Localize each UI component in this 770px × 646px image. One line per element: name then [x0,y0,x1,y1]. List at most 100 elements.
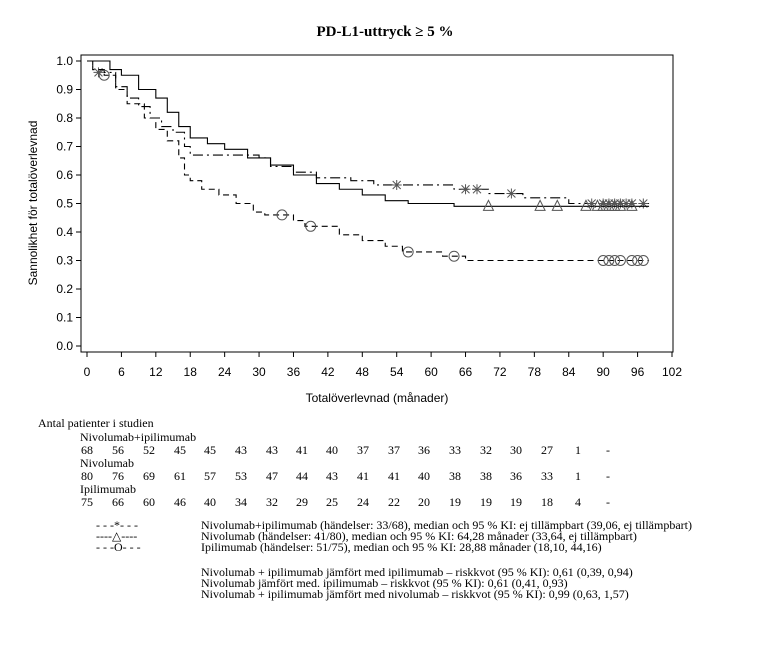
risk-count: 66 [112,495,124,509]
risk-count: 37 [357,443,369,457]
risk-count: 44 [296,469,308,483]
series-line-ipilimumab [87,60,650,262]
risk-count: 29 [296,495,308,509]
risk-count: 57 [204,469,216,483]
y-tick-label: 0.0 [56,339,73,353]
censor-mark-circle [609,255,621,266]
series-line-nivolumab-ipilimumab [87,60,650,205]
legend-symbol: - - -*- - - [96,518,138,532]
y-tick-label: 1.0 [56,54,73,68]
censor-mark-star [586,198,597,209]
risk-count: 19 [449,495,461,509]
risk-count: 32 [480,443,492,457]
risk-count: - [606,469,610,483]
risk-count: 1 [575,443,581,457]
censor-mark-triangle [551,199,564,211]
y-tick-label: 0.9 [56,83,73,97]
risk-count: 22 [388,495,400,509]
censor-mark-circle [614,255,626,266]
y-tick-label: 0.1 [56,311,73,325]
censor-mark-star [609,198,620,209]
risk-count: 36 [418,443,430,457]
x-tick-label: 102 [662,365,682,379]
censor-mark-circle [448,250,460,262]
censor-mark-triangle [597,199,609,211]
risk-count: 43 [266,443,278,457]
y-tick-label: 0.3 [56,254,73,268]
risk-count: 36 [510,469,522,483]
x-tick-label: 90 [596,365,610,379]
risk-count: 24 [357,495,369,509]
censor-mark-circle [597,255,609,266]
risk-count: 68 [81,443,93,457]
y-axis-label: Sannolikhet för totalöverlevnad [26,121,40,286]
y-tick-label: 0.4 [56,225,73,239]
x-tick-label: 18 [184,365,198,379]
risk-group-label: Ipilimumab [80,482,136,496]
censor-mark-triangle [614,199,627,211]
censor-mark-star [391,179,402,190]
risk-count: 75 [81,495,93,509]
censor-mark-circle [98,69,110,81]
risk-count: 40 [418,469,430,483]
censor-mark-circle [632,255,644,266]
censor-mark-circle [276,209,288,221]
censor-mark-circle [603,255,615,266]
censor-mark-star [603,198,614,209]
risk-count: 19 [480,495,492,509]
risk-count: 18 [541,495,553,509]
risk-count: 80 [81,469,93,483]
risk-count: 37 [388,443,400,457]
risk-count: 46 [174,495,186,509]
risk-count: 20 [418,495,430,509]
risk-count: 19 [510,495,522,509]
y-tick-label: 0.6 [56,168,73,182]
hazard-ratio-text: Nivolumab + ipilimumab jämfört med ipili… [201,565,633,579]
censor-mark-triangle [608,199,621,211]
legend-symbol: - - -O- - - [96,540,141,554]
risk-table-title: Antal patienter i studien [38,416,154,430]
risk-count: 43 [235,443,247,457]
risk-count: 76 [112,469,124,483]
risk-count: 47 [266,469,278,483]
risk-count: 56 [112,443,124,457]
risk-count: 45 [204,443,216,457]
risk-count: 32 [266,495,278,509]
censor-mark-triangle [591,199,604,211]
risk-count: - [606,495,610,509]
x-tick-label: 6 [118,365,125,379]
risk-count: 52 [143,443,155,457]
risk-count: 40 [204,495,216,509]
x-tick-label: 36 [287,365,301,379]
x-tick-label: 78 [528,365,542,379]
x-tick-label: 12 [149,365,163,379]
x-tick-label: 54 [390,365,404,379]
x-tick-label: 24 [218,365,232,379]
risk-group-label: Nivolumab [80,456,134,470]
hazard-ratio-text: Nivolumab + ipilimumab jämfört med nivol… [201,587,629,601]
risk-count: 69 [143,469,155,483]
legend-text: Ipilimumab (händelser: 51/75), median oc… [201,540,602,554]
censor-mark-star [638,198,649,209]
censor-mark-star [93,67,104,78]
hazard-ratio-text: Nivolumab jämfört med. ipilimumab – risk… [201,576,568,590]
chart-title: PD-L1-uttryck ≥ 5 % [316,24,454,40]
legend-symbol: ----△---- [96,529,138,543]
y-tick-label: 0.8 [56,111,73,125]
censor-mark-star [472,184,482,195]
x-tick-label: 84 [562,365,576,379]
risk-count: 4 [575,495,581,509]
x-tick-label: 60 [424,365,438,379]
x-tick-label: 66 [459,365,473,379]
x-tick-label: 0 [84,365,91,379]
risk-count: 53 [235,469,247,483]
legend-text: Nivolumab+ipilimumab (händelser: 33/68),… [201,518,692,532]
x-tick-label: 72 [493,365,507,379]
risk-count: 40 [326,443,338,457]
risk-count: 41 [388,469,400,483]
x-tick-label: 30 [252,365,266,379]
censor-mark-triangle [482,199,495,211]
y-tick-label: 0.2 [56,282,73,296]
risk-count: 43 [326,469,338,483]
